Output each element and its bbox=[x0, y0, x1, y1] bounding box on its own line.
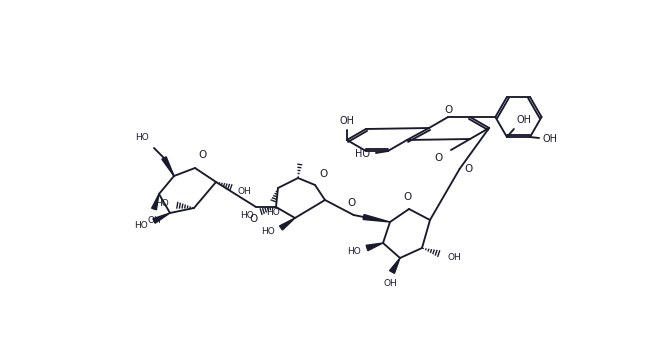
Polygon shape bbox=[162, 157, 174, 176]
Polygon shape bbox=[153, 213, 170, 223]
Text: HO: HO bbox=[355, 149, 370, 159]
Text: HO: HO bbox=[136, 133, 149, 142]
Text: HO: HO bbox=[240, 211, 254, 219]
Text: O: O bbox=[465, 164, 473, 174]
Polygon shape bbox=[280, 218, 295, 230]
Text: HO: HO bbox=[261, 228, 275, 236]
Text: HO: HO bbox=[155, 198, 169, 208]
Text: HO: HO bbox=[347, 246, 361, 256]
Text: OH: OH bbox=[517, 115, 532, 125]
Polygon shape bbox=[390, 258, 400, 273]
Text: HO: HO bbox=[134, 220, 148, 229]
Text: O: O bbox=[444, 105, 452, 115]
Text: HO: HO bbox=[266, 208, 280, 217]
Text: O: O bbox=[198, 150, 206, 160]
Text: OH: OH bbox=[383, 279, 397, 288]
Text: O: O bbox=[250, 214, 258, 224]
Polygon shape bbox=[363, 214, 390, 222]
Text: O: O bbox=[435, 153, 443, 163]
Polygon shape bbox=[151, 194, 159, 210]
Text: OH: OH bbox=[238, 186, 252, 196]
Text: OH: OH bbox=[340, 116, 355, 126]
Polygon shape bbox=[366, 243, 383, 251]
Text: O: O bbox=[403, 192, 411, 202]
Text: OH: OH bbox=[542, 134, 557, 144]
Text: O: O bbox=[347, 198, 356, 208]
Text: O: O bbox=[319, 169, 327, 179]
Text: OH: OH bbox=[147, 216, 161, 225]
Text: OH: OH bbox=[447, 252, 461, 262]
